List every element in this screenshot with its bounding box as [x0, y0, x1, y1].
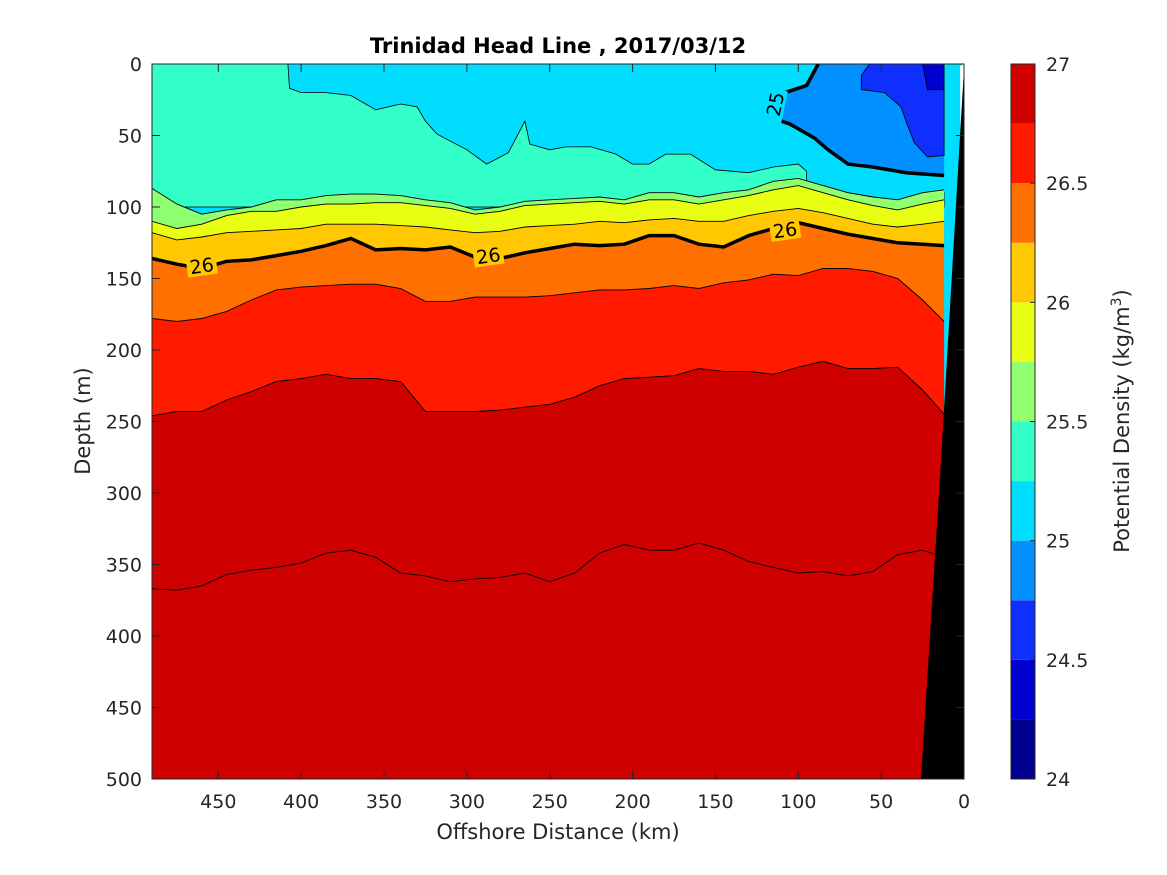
isoline-25.75: [152, 207, 945, 241]
x-tick-label: 450: [200, 791, 236, 813]
x-tick-label: 300: [449, 791, 485, 813]
x-tick-label: 250: [532, 791, 568, 813]
y-axis-label: Depth (m): [71, 367, 95, 474]
y-tick-label: 350: [106, 555, 142, 577]
y-tick-label: 200: [106, 340, 142, 362]
contour-band-26.5: [152, 361, 945, 591]
contour-label: 25: [763, 90, 790, 118]
contour-fill-group: [152, 64, 964, 779]
contour-label: 26: [475, 244, 502, 269]
contour-band-25.5: [152, 185, 945, 240]
contour-band-24.25-24.5: [922, 64, 945, 91]
colorbar-segment: [1011, 242, 1035, 303]
colorbar-tick-label: 25: [1046, 531, 1070, 553]
colorbar-tick-label: 24.5: [1046, 650, 1088, 672]
isoline-26.75: [152, 542, 945, 591]
y-tick-label: 250: [106, 412, 142, 434]
colorbar-segment: [1011, 64, 1035, 124]
isoline-26: [152, 220, 945, 271]
colorbar-segment: [1011, 540, 1035, 601]
contour-band-26: [152, 222, 945, 322]
contour-label-bg: [185, 251, 218, 278]
isoline-26.25: [152, 268, 945, 322]
x-tick-label: 50: [869, 791, 893, 813]
contour-label: 26: [772, 218, 799, 243]
contour-label-bg: [760, 86, 788, 121]
x-tick-label: 350: [366, 791, 402, 813]
colorbar-segment: [1011, 421, 1035, 482]
contour-label-bg: [768, 215, 802, 242]
contour-band-25.25: [152, 178, 945, 229]
colorbar-segment: [1011, 481, 1035, 541]
contour-line-group: [152, 64, 964, 779]
contour-band-26.25: [152, 268, 945, 416]
y-tick-label: 450: [106, 698, 142, 720]
isoline-25-segment: [781, 119, 945, 178]
isoline-26.5: [152, 360, 945, 417]
y-tick-label: 150: [106, 269, 142, 291]
y-tick-label: 500: [106, 769, 142, 791]
contour-label: 26: [188, 254, 215, 279]
x-tick-label: 200: [614, 791, 650, 813]
colorbar-segment: [1011, 183, 1035, 243]
y-tick-label: 100: [106, 197, 142, 219]
contour-band-26.75: [152, 543, 964, 779]
colorbar-segment: [1011, 600, 1035, 660]
x-tick-label: 150: [697, 791, 733, 813]
y-axis: 0 50 100 150 200 250 300 350 400 450 500: [106, 54, 964, 791]
colorbar-segment: [1011, 719, 1035, 779]
x-tick-label: 100: [780, 791, 816, 813]
contour-band-25.75: [152, 208, 945, 269]
chart-title: Trinidad Head Line , 2017/03/12: [370, 34, 746, 58]
colorbar-tick-label: 27: [1046, 54, 1070, 76]
colorbar-segment: [1011, 361, 1035, 422]
isoline-25.5: [152, 185, 945, 229]
y-tick-label: 50: [118, 126, 142, 148]
colorbar: 24 24.5 25 25.5 26 26.5 27: [1010, 54, 1088, 791]
x-axis: 450 400 350 300 250 200 150 100 50 0: [200, 64, 970, 813]
colorbar-tick-label: 25.5: [1046, 412, 1088, 434]
bathymetry: [920, 68, 964, 779]
x-tick-label: 0: [958, 791, 970, 813]
colorbar-tick-label: 24: [1046, 769, 1070, 791]
x-tick-label: 400: [283, 791, 319, 813]
y-tick-label: 400: [106, 626, 142, 648]
contour-band-24.5-24.75: [860, 64, 945, 158]
isoline-25.25: [152, 177, 945, 215]
y-tick-label: 300: [106, 483, 142, 505]
y-tick-label: 0: [130, 54, 142, 76]
colorbar-segment: [1011, 659, 1035, 720]
colorbar-tick-label: 26.5: [1046, 173, 1088, 195]
x-axis-label: Offshore Distance (km): [436, 820, 679, 844]
colorbar-segment: [1011, 123, 1035, 184]
contour-label-bg: [471, 241, 505, 268]
colorbar-tick-label: 26: [1046, 292, 1070, 314]
colorbar-label: Potential Density (kg/m3): [1109, 289, 1134, 553]
contour-label-group: 26 26 26 25: [185, 86, 802, 279]
colorbar-segment: [1011, 302, 1035, 362]
